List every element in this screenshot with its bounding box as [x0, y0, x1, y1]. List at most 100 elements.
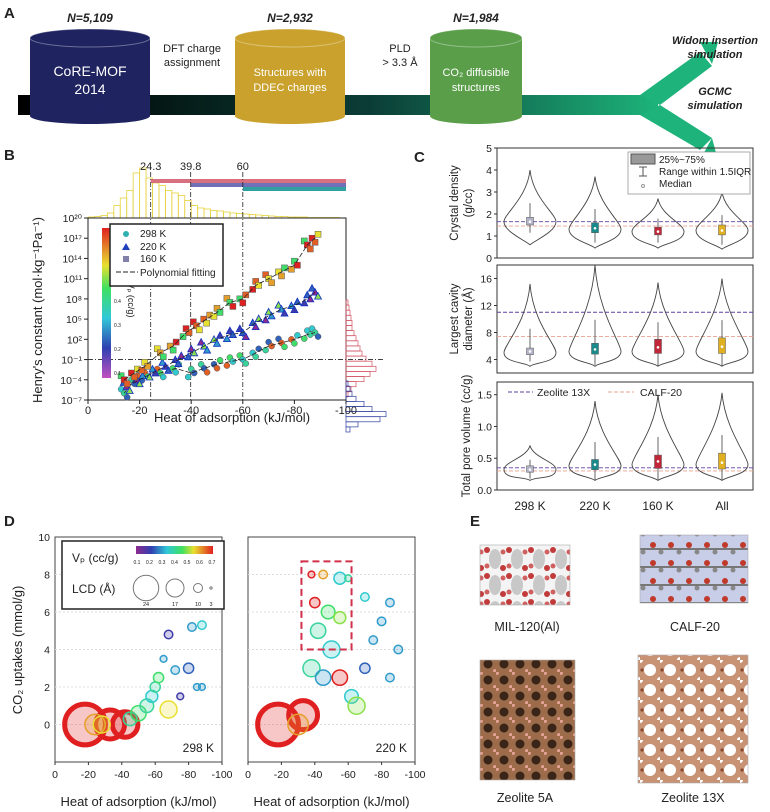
y-tick-label: 8: [44, 570, 50, 582]
bubble-point: [170, 665, 181, 676]
bubble-point: [314, 669, 332, 687]
point-160k: [159, 353, 167, 361]
point-220k: [261, 315, 270, 324]
point-298k: [268, 342, 275, 350]
point-160k: [196, 326, 203, 334]
median-dot: [528, 468, 532, 471]
point-298k: [281, 343, 288, 351]
point-220k: [300, 298, 309, 307]
bubble-point: [84, 713, 107, 736]
point-220k: [202, 345, 212, 354]
point-220k: [303, 290, 312, 299]
cylinder-bottom-0: [30, 108, 150, 124]
right-hist-red: [345, 299, 349, 306]
output-label2-0: simulation: [687, 49, 742, 61]
point-298k: [203, 369, 211, 376]
y-tick-label: 10²⁰: [63, 213, 83, 225]
bubble-point: [163, 629, 174, 640]
bubble-point: [309, 622, 327, 640]
violin-220 K: [568, 264, 622, 367]
panel-label-b: B: [4, 147, 15, 164]
y-tick-label: 10: [38, 532, 50, 544]
cylinder-body-1: [235, 38, 345, 116]
point-220k: [187, 344, 196, 353]
threshold-label-1: 39.8: [180, 161, 201, 173]
threshold-label-2: 60: [237, 161, 249, 173]
bubble-point: [343, 688, 360, 704]
bubble-point: [159, 654, 168, 664]
legend-median-icon: [641, 184, 645, 188]
top-hist-bar: [190, 205, 199, 219]
structure-image-1: [639, 534, 749, 604]
violin-160 K: [631, 198, 685, 249]
point-298k: [314, 333, 322, 340]
violin-All: [695, 191, 749, 250]
legend-zeolite13x: Zeolite 13X: [537, 387, 590, 399]
top-hist-bar: [184, 200, 192, 219]
category-label: 298 K: [514, 499, 545, 513]
top-hist-bar: [158, 185, 166, 219]
branch-arrow-down: [640, 105, 712, 150]
legend-range-icon: [639, 166, 647, 177]
legend-entry-c-2: Median: [659, 179, 692, 190]
legend-vp-tick: 0.6: [196, 560, 203, 566]
point-220k: [184, 352, 193, 361]
right-hist-red: [345, 325, 353, 331]
point-298k: [123, 394, 131, 401]
bubble-point: [368, 635, 379, 646]
legend-vp-label: Vₚ (cc/g): [72, 551, 118, 565]
top-hist-bar: [248, 214, 257, 219]
legend-size-circle: [209, 586, 213, 590]
stage-label-2: CO₂ diffusible: [442, 67, 509, 79]
top-hist-bar: [145, 177, 153, 219]
stage-count-1: N=2,932: [267, 11, 313, 25]
median-dot: [720, 229, 724, 232]
legend-vp-tick: 0.3: [159, 560, 166, 566]
violin-298 K: [503, 445, 557, 482]
y-axis-label-d: CO₂ uptakes (mmol/g): [10, 586, 25, 715]
top-hist-bar: [139, 167, 147, 219]
bubble-point: [152, 671, 165, 684]
y-tick-label: 10⁸: [66, 294, 82, 306]
violin-298 K: [503, 283, 557, 367]
category-label: 160 K: [642, 499, 673, 513]
point-160k: [307, 245, 314, 253]
legend-calf20: CALF-20: [640, 387, 682, 399]
x-tick-label: -100: [211, 769, 232, 781]
point-298k: [172, 369, 179, 376]
bubble-point: [359, 662, 371, 675]
right-hist-red: [345, 350, 363, 357]
median-dot: [656, 460, 660, 463]
stage-label2-0: 2014: [74, 81, 105, 97]
cylinder-top-2: [429, 28, 523, 48]
legend-size-circle: [165, 578, 185, 598]
top-hist-bar: [119, 197, 128, 219]
right-hist-red: [345, 314, 352, 321]
legend-size-tick: 17: [172, 602, 178, 608]
violin-160 K: [631, 394, 685, 482]
legend-entry-c-0: 25%~75%: [659, 155, 705, 166]
cylinder-bottom-1: [235, 108, 345, 124]
top-hist-bar: [197, 207, 205, 219]
violin-220 K: [568, 176, 622, 249]
bubble-point: [384, 672, 395, 683]
point-220k: [174, 359, 183, 367]
top-hist-bar: [229, 212, 237, 219]
stage-label-0: CoRE-MOF: [53, 63, 126, 79]
point-220k: [290, 305, 299, 314]
bubble-point: [308, 596, 321, 609]
structure-name-1: CALF-20: [670, 620, 720, 634]
legend-vp-colorbar: [136, 546, 213, 554]
panel-a-workflow: A N=5,109 CoRE-MOF 2014 N=2,932 Structures wi…: [4, 5, 758, 160]
cylinder-top-1: [234, 28, 346, 48]
point-220k: [241, 332, 250, 340]
y-axis-label-c-2: Total pore volume (cc/g): [461, 374, 473, 497]
median-dot: [656, 230, 660, 233]
legend-vp-tick: 0.1: [134, 560, 141, 566]
point-160k: [268, 279, 275, 286]
x-tick-label: 0: [245, 769, 251, 781]
cylinder-body-2: [430, 38, 522, 116]
colorbar-tick-label: 0.1: [114, 371, 121, 377]
y-tick-label: 1.0: [477, 421, 492, 433]
